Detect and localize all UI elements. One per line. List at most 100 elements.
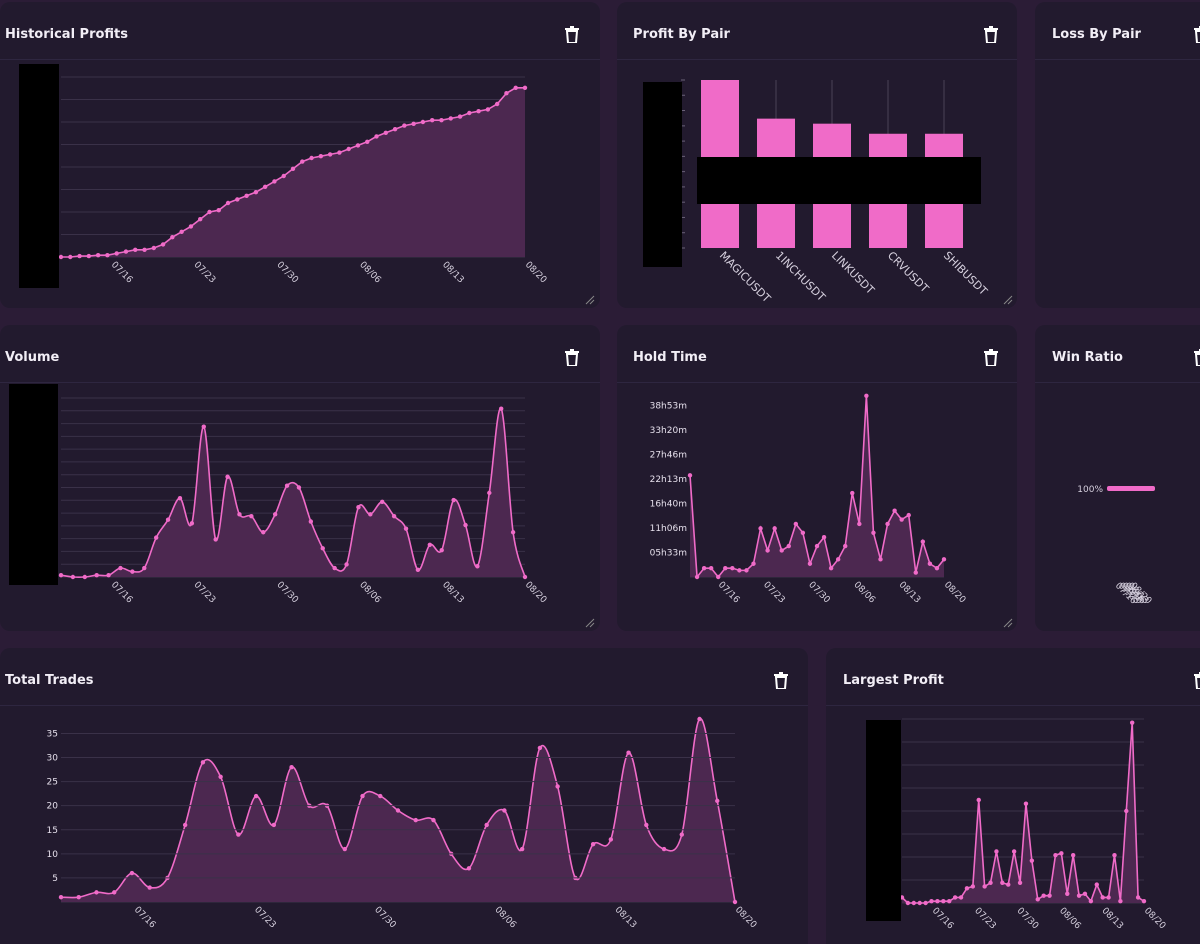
data-point <box>590 842 596 847</box>
data-point <box>332 565 337 571</box>
data-point <box>1118 898 1123 904</box>
data-point <box>927 561 933 566</box>
panel-loss-by-pair: Loss By Pair <box>1035 2 1200 308</box>
resize-handle-icon[interactable] <box>1003 618 1013 628</box>
trash-icon[interactable] <box>984 349 998 366</box>
trash-icon[interactable] <box>984 26 998 43</box>
data-point <box>899 517 904 522</box>
data-point <box>905 900 911 906</box>
trash-icon[interactable] <box>1194 26 1200 43</box>
panel-win-ratio: Win Ratio 100% 07/16 07/23 07/30 08/06 08/13 0… <box>1035 325 1200 631</box>
data-point <box>786 543 791 549</box>
data-point <box>249 513 254 519</box>
data-point <box>182 822 188 828</box>
data-point <box>392 127 398 132</box>
data-point <box>430 118 435 123</box>
trash-icon[interactable] <box>1194 349 1200 366</box>
data-point <box>133 247 138 252</box>
data-point <box>344 562 349 567</box>
panel-title: Largest Profit <box>843 673 944 688</box>
data-point <box>365 139 370 144</box>
data-point <box>716 574 721 580</box>
x-tick-label: LINKUSDT <box>829 249 877 297</box>
x-tick-label: 08/13 <box>440 260 465 285</box>
data-point <box>878 557 883 562</box>
redaction-box <box>9 384 58 585</box>
x-tick-label: 07/23 <box>192 580 217 605</box>
data-point <box>395 808 401 813</box>
data-point <box>296 485 302 490</box>
data-point <box>58 894 64 900</box>
y-tick-label: 16h40m <box>650 499 687 509</box>
data-point <box>129 870 135 876</box>
data-point <box>522 574 528 580</box>
data-point <box>327 152 333 157</box>
data-point <box>723 565 728 571</box>
data-point <box>300 159 305 164</box>
data-point <box>701 565 707 571</box>
data-point <box>1059 851 1064 856</box>
panel-header: Loss By Pair <box>1035 2 1200 60</box>
data-point <box>835 557 841 562</box>
data-point <box>935 898 940 904</box>
data-point <box>86 253 92 259</box>
y-tick-label: 33h20m <box>650 426 687 436</box>
data-point <box>871 530 876 536</box>
trash-icon[interactable] <box>565 26 579 43</box>
data-point <box>1011 849 1017 854</box>
data-point <box>697 716 702 722</box>
x-tick-label: 07/16 <box>132 905 158 931</box>
data-point <box>95 253 101 258</box>
data-point <box>970 884 976 889</box>
resize-handle-icon[interactable] <box>585 618 595 628</box>
data-point <box>952 895 958 900</box>
panel-title: Historical Profits <box>5 27 129 42</box>
data-point <box>947 898 952 904</box>
panel-volume: Volume 07/16 07/23 07/30 08/06 08/13 08/20 <box>0 325 600 631</box>
data-point <box>1076 893 1082 898</box>
redaction-box <box>697 157 981 204</box>
panel-header: Hold Time <box>617 325 1017 383</box>
data-point <box>451 497 456 503</box>
data-point <box>360 793 365 799</box>
volume-chart: 07/16 07/23 07/30 08/06 08/13 08/20 <box>9 384 548 606</box>
trash-icon[interactable] <box>774 672 788 689</box>
data-point <box>1065 891 1070 896</box>
data-point <box>68 254 73 260</box>
data-point <box>213 537 218 542</box>
data-point <box>911 900 917 906</box>
panel-title: Total Trades <box>5 673 94 688</box>
y-tick-label: 30 <box>47 754 59 764</box>
data-point <box>188 224 194 229</box>
data-point <box>1047 893 1052 898</box>
data-point <box>58 254 64 260</box>
data-point <box>179 229 184 234</box>
y-tick-label: 38h53m <box>650 401 687 411</box>
resize-handle-icon[interactable] <box>585 295 595 305</box>
data-point <box>644 822 649 828</box>
data-point <box>730 565 735 571</box>
data-point <box>207 209 212 215</box>
data-point <box>737 568 742 573</box>
redaction-box <box>643 82 682 267</box>
data-point <box>800 530 806 536</box>
data-point <box>106 573 111 578</box>
data-point <box>112 890 117 895</box>
area-fill <box>61 87 525 257</box>
data-point <box>751 561 756 566</box>
x-tick-label: 08/13 <box>613 905 638 930</box>
data-point <box>1006 882 1011 887</box>
data-point <box>439 118 444 123</box>
data-point <box>994 849 999 854</box>
data-point <box>687 473 693 478</box>
resize-handle-icon[interactable] <box>1003 295 1013 305</box>
data-point <box>793 521 799 527</box>
panel-title: Profit By Pair <box>633 27 730 42</box>
panel-largest-profit: Largest Profit 07/16 07/23 07/30 08/06 08/13… <box>826 648 1200 944</box>
data-point <box>1070 852 1076 858</box>
trash-icon[interactable] <box>565 349 579 366</box>
data-point <box>170 235 175 240</box>
x-tick-label: 07/23 <box>192 260 217 285</box>
data-point <box>467 110 472 116</box>
trash-icon[interactable] <box>1194 672 1200 689</box>
